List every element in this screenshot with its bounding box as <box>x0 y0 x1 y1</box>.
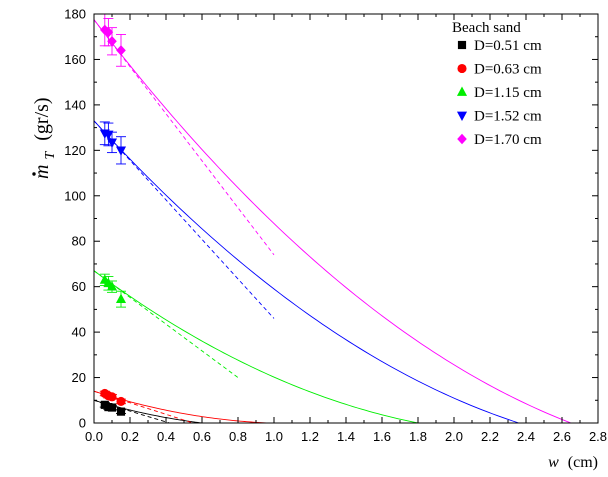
legend-label: D=1.52 cm <box>474 109 542 125</box>
legend-marker <box>456 111 468 122</box>
legend: Beach sand D=0.51 cm D=0.63 cm D=1.15 cm D=… <box>452 20 542 148</box>
data-point <box>115 293 127 304</box>
y-axis-variable: m <box>31 165 53 179</box>
data-point <box>103 130 114 140</box>
data-point <box>116 45 126 56</box>
y-tick-label: 40 <box>72 325 86 340</box>
data-point <box>106 138 118 148</box>
error-bars <box>99 13 126 414</box>
legend-label: D=0.51 cm <box>474 38 542 54</box>
y-tick-label: 60 <box>72 279 86 294</box>
tangent-line-3 <box>94 270 239 378</box>
x-tick-label: 0.8 <box>229 429 247 444</box>
legend-marker <box>457 63 467 74</box>
x-tick-label: 0.0 <box>85 429 103 444</box>
x-tick-label: 2.2 <box>481 429 499 444</box>
x-tick-label: 2.0 <box>445 429 463 444</box>
data-point <box>107 392 117 402</box>
fit-curve-2 <box>94 390 269 423</box>
data-point <box>107 403 117 412</box>
x-axis-variable: w <box>548 454 559 471</box>
y-tick-label: 160 <box>64 52 86 67</box>
legend-label: D=0.63 cm <box>474 62 542 78</box>
legend-item: D=1.52 cm <box>456 109 542 125</box>
y-axis-ticks: 0 20 40 60 80 100 120 140 160 180 <box>64 7 598 431</box>
tangent-lines <box>94 19 275 423</box>
legend-marker <box>457 133 467 145</box>
legend-marker <box>457 40 467 50</box>
fit-curves <box>94 19 572 423</box>
y-axis-unit: (gr/s) <box>31 97 53 140</box>
data-point <box>107 35 117 47</box>
y-tick-label: 100 <box>64 188 86 203</box>
legend-marker <box>456 86 468 96</box>
legend-item: D=0.51 cm <box>457 38 542 54</box>
x-axis-unit: (cm) <box>568 454 598 471</box>
data-point <box>106 281 118 291</box>
y-tick-label: 120 <box>64 143 86 158</box>
x-tick-label: 0.2 <box>121 429 139 444</box>
fit-curve-5 <box>94 19 572 423</box>
x-axis-ticks: 0.0 0.2 0.4 0.6 0.8 1.0 1.2 1.4 1.6 1.8 2.0 2.2 2.4 2… <box>85 14 607 444</box>
x-tick-label: 1.8 <box>409 429 427 444</box>
x-tick-label: 0.4 <box>157 429 175 444</box>
tangent-line-1 <box>94 399 170 423</box>
y-axis-subscript: T <box>43 151 58 160</box>
legend-title: Beach sand <box>452 20 521 36</box>
legend-item: D=1.70 cm <box>457 132 542 148</box>
x-tick-label: 1.6 <box>373 429 391 444</box>
fit-curve-4 <box>94 120 519 423</box>
y-tick-label: 0 <box>79 416 86 431</box>
legend-item: D=1.15 cm <box>456 85 542 101</box>
y-tick-label: 80 <box>72 234 86 249</box>
data-point <box>116 396 126 406</box>
y-tick-label: 180 <box>64 7 86 22</box>
y-tick-label: 20 <box>72 370 86 385</box>
x-tick-label: 2.8 <box>589 429 607 444</box>
x-tick-label: 1.0 <box>265 429 283 444</box>
y-axis-dot <box>32 172 36 176</box>
x-tick-label: 1.2 <box>301 429 319 444</box>
x-tick-label: 0.6 <box>193 429 211 444</box>
data-point <box>115 146 127 156</box>
y-tick-label: 140 <box>64 97 86 112</box>
legend-label: D=1.70 cm <box>474 132 542 148</box>
tangent-line-4 <box>94 120 275 319</box>
x-tick-label: 2.4 <box>517 429 535 444</box>
data-point <box>103 26 114 38</box>
tangent-line-5 <box>94 19 275 256</box>
x-axis-label: w (cm) <box>548 454 598 471</box>
legend-label: D=1.15 cm <box>474 85 542 101</box>
svg-text:m T (gr/s): m T (gr/s) <box>31 97 59 179</box>
data-point <box>116 407 126 416</box>
fit-curve-3 <box>94 270 419 423</box>
legend-item: D=0.63 cm <box>457 62 542 78</box>
x-tick-label: 2.6 <box>553 429 571 444</box>
data-points <box>99 24 127 416</box>
y-axis-label: m T (gr/s) <box>31 97 59 179</box>
x-tick-label: 1.4 <box>337 429 355 444</box>
